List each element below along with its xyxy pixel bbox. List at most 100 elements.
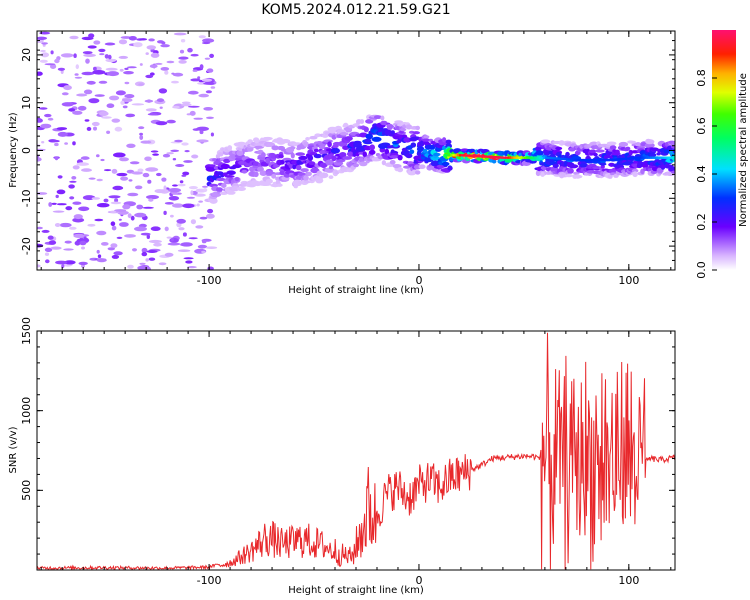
spectrogram-ridge-core <box>530 156 533 159</box>
spectrogram-noise-cell <box>103 198 109 203</box>
spectrogram-noise-cell <box>203 82 215 85</box>
spectrogram-signal-cell <box>632 171 638 178</box>
spectrogram-noise-cell <box>100 158 105 162</box>
spectrogram-xtick-label: 100 <box>618 274 639 287</box>
spectrogram-signal-cell <box>609 145 617 150</box>
spectrogram-signal-cell <box>565 174 573 178</box>
spectrogram-noise-cell <box>173 32 187 36</box>
spectrogram-ridge-core <box>647 156 651 159</box>
spectrogram-noise-cell <box>170 237 174 242</box>
spectrogram-noise-cell <box>50 50 54 55</box>
spectrogram-ridge-core <box>593 158 596 162</box>
spectrogram-signal-cell <box>328 127 337 134</box>
spectrogram-noise-cell <box>150 52 160 58</box>
spectrogram-ridge-core <box>589 158 592 162</box>
spectrogram-noise-cell <box>161 177 167 182</box>
spectrogram-noise-cell <box>68 184 75 189</box>
spectrogram-noise-cell <box>190 190 194 196</box>
spectrogram-signal-cell <box>234 177 240 182</box>
spectrogram-noise-cell <box>97 254 102 258</box>
spectrogram-ridge-core <box>555 157 558 160</box>
spectrogram-signal-cell <box>599 162 607 166</box>
spectrogram-ridge-core <box>505 156 508 159</box>
spectrogram-signal-cell <box>660 164 666 169</box>
spectrogram-noise-cell <box>205 90 212 94</box>
spectrogram-signal-cell <box>569 147 575 152</box>
spectrogram-noise-cell <box>201 250 206 254</box>
spectrogram-signal-cell <box>422 138 431 142</box>
spectrogram-noise-cell <box>187 47 193 53</box>
spectrogram-signal-cell <box>328 175 334 180</box>
spectrogram-signal-cell <box>290 152 295 159</box>
spectrogram-noise-cell <box>98 80 108 84</box>
spectrogram-noise-cell <box>40 49 46 53</box>
spectrogram-noise-cell <box>154 189 165 194</box>
spectrogram-signal-cell <box>252 161 260 166</box>
spectrogram-signal-cell <box>218 152 224 157</box>
spectrogram-signal-cell <box>600 164 605 169</box>
spectrogram-ridge-core <box>612 158 615 161</box>
spectrogram-signal-cell <box>265 157 271 164</box>
spectrogram-ridge-core <box>586 158 590 162</box>
spectrogram-signal-cell <box>363 126 369 133</box>
spectrogram-noise-cell <box>172 158 177 161</box>
colorbar: 0.0 0.2 0.4 0.6 0.8 Normalized spectral ampl… <box>695 30 749 279</box>
spectrogram-signal-cell <box>368 149 376 155</box>
spectrogram-signal-cell <box>221 183 227 188</box>
spectrogram-noise-cell <box>64 240 72 244</box>
spectrogram-noise-cell <box>106 71 119 77</box>
spectrogram-noise-cell <box>144 99 154 103</box>
spectrogram-noise-cell <box>148 257 156 261</box>
spectrogram-noise-cell <box>57 175 63 179</box>
spectrogram-noise-cell <box>93 66 97 71</box>
spectrogram-noise-cell <box>111 168 118 174</box>
spectrogram-ridge-core <box>463 154 466 157</box>
spectrogram-noise-cell <box>108 54 112 60</box>
spectrogram-noise-cell <box>146 45 157 50</box>
spectrogram-ridge-core <box>519 156 523 159</box>
spectrogram-noise-cell <box>146 195 159 200</box>
spectrogram-signal-cell <box>327 141 332 148</box>
spectrogram-ridge-core <box>651 156 655 159</box>
spectrogram-ridge-core <box>456 154 460 157</box>
spectrogram-signal-cell <box>266 142 276 147</box>
spectrogram-signal-cell <box>397 154 403 161</box>
spectrogram-ridge-core <box>452 154 455 157</box>
spectrogram-ridge-core <box>469 154 472 157</box>
spectrogram-noise-cell <box>192 69 198 72</box>
spectrogram-noise-cell <box>81 168 92 172</box>
spectrogram-noise-cell <box>48 202 53 207</box>
spectrogram-ridge-core <box>477 155 481 158</box>
spectrogram-signal-cell <box>282 157 292 161</box>
spectrogram-noise-cell <box>57 67 65 71</box>
spectrogram-signal-cell <box>433 152 441 157</box>
spectrogram-noise-cell <box>51 139 60 143</box>
spectrogram-xtick-label: -100 <box>197 274 222 287</box>
spectrogram-noise-cell <box>120 176 129 181</box>
spectrogram-ridge-core <box>654 156 657 159</box>
spectrogram-noise-cell <box>164 226 169 232</box>
spectrogram-noise-cell <box>201 41 211 45</box>
spectrogram-signal-cell <box>402 134 407 138</box>
spectrogram-noise-cell <box>114 198 119 203</box>
snr-ylabel: SNR (v/v) <box>8 426 19 473</box>
spectrogram-signal-cell <box>261 152 266 158</box>
spectrogram-noise-cell <box>209 53 215 59</box>
spectrogram-noise-cell <box>55 194 59 199</box>
spectrogram-noise-cell <box>171 191 179 195</box>
spectrogram-noise-cell <box>113 251 123 256</box>
spectrogram-ridge-core <box>670 156 674 159</box>
spectrogram-signal-cell <box>656 152 661 156</box>
spectrogram-noise-cell <box>77 105 87 111</box>
spectrogram-noise-cell <box>106 130 111 134</box>
spectrogram-noise-cell <box>116 236 123 239</box>
spectrogram-noise-cell <box>187 105 200 108</box>
snr-xlabel: Height of straight line (km) <box>288 585 424 596</box>
spectrogram-noise-cell <box>107 247 116 251</box>
spectrogram-noise-cell <box>202 188 208 192</box>
spectrogram-noise-cell <box>39 59 48 63</box>
spectrogram-noise-cell <box>198 93 209 98</box>
snr-ytick-label: 500 <box>20 480 33 501</box>
spectrogram-signal-cell <box>303 175 309 182</box>
